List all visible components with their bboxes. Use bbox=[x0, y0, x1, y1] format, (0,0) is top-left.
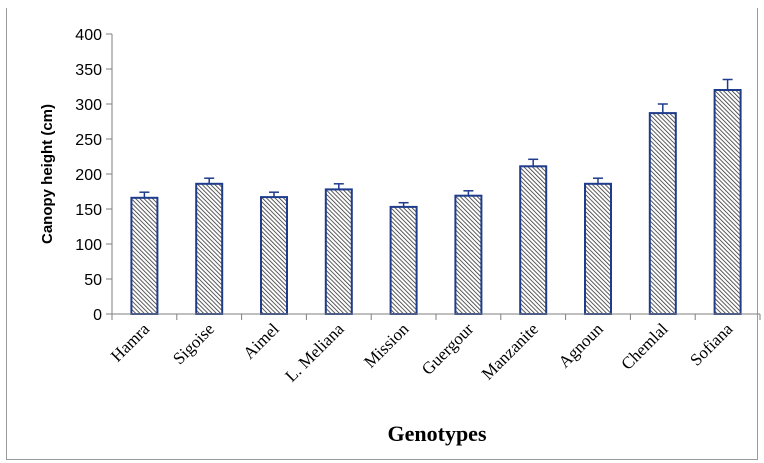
x-tick-label: Chemlal bbox=[617, 319, 671, 373]
bars bbox=[130, 78, 742, 316]
x-axis-label: Genotypes bbox=[388, 421, 487, 446]
bar bbox=[648, 112, 677, 315]
y-tick-label: 200 bbox=[75, 167, 102, 184]
bar bbox=[260, 196, 288, 316]
x-tick-label: Sigoise bbox=[169, 319, 218, 368]
y-tick-label: 50 bbox=[84, 272, 102, 289]
bar bbox=[454, 194, 483, 315]
y-tick-label: 250 bbox=[75, 132, 102, 149]
x-tick-label: Sofiana bbox=[686, 319, 736, 369]
y-tick-label: 300 bbox=[75, 97, 102, 114]
y-tick-label: 0 bbox=[93, 307, 102, 324]
y-tick-label: 350 bbox=[75, 62, 102, 79]
x-tick-label: Guergour bbox=[418, 319, 478, 379]
y-axis: 0 50 100 150 200 250 300 350 400 bbox=[75, 27, 113, 324]
y-tick-label: 150 bbox=[75, 202, 102, 219]
bar bbox=[713, 89, 742, 315]
chart-frame bbox=[6, 8, 758, 460]
x-tick-label: L. Meliana bbox=[281, 319, 347, 385]
bar bbox=[389, 205, 418, 315]
bar bbox=[130, 196, 159, 315]
y-tick-label: 400 bbox=[75, 27, 102, 44]
x-tick-label: Aimel bbox=[239, 319, 283, 363]
x-tick-label: Agnoun bbox=[555, 319, 608, 372]
bar bbox=[519, 165, 548, 315]
y-tick-label: 100 bbox=[75, 237, 102, 254]
x-tick-label: Manzanite bbox=[478, 319, 542, 383]
bar bbox=[195, 182, 224, 315]
x-tick-label: Mission bbox=[360, 319, 413, 372]
bar bbox=[324, 188, 353, 315]
bar bbox=[584, 182, 612, 315]
y-axis-label: Canopy height (cm) bbox=[39, 104, 56, 244]
x-tick-label: Hamra bbox=[107, 319, 153, 365]
